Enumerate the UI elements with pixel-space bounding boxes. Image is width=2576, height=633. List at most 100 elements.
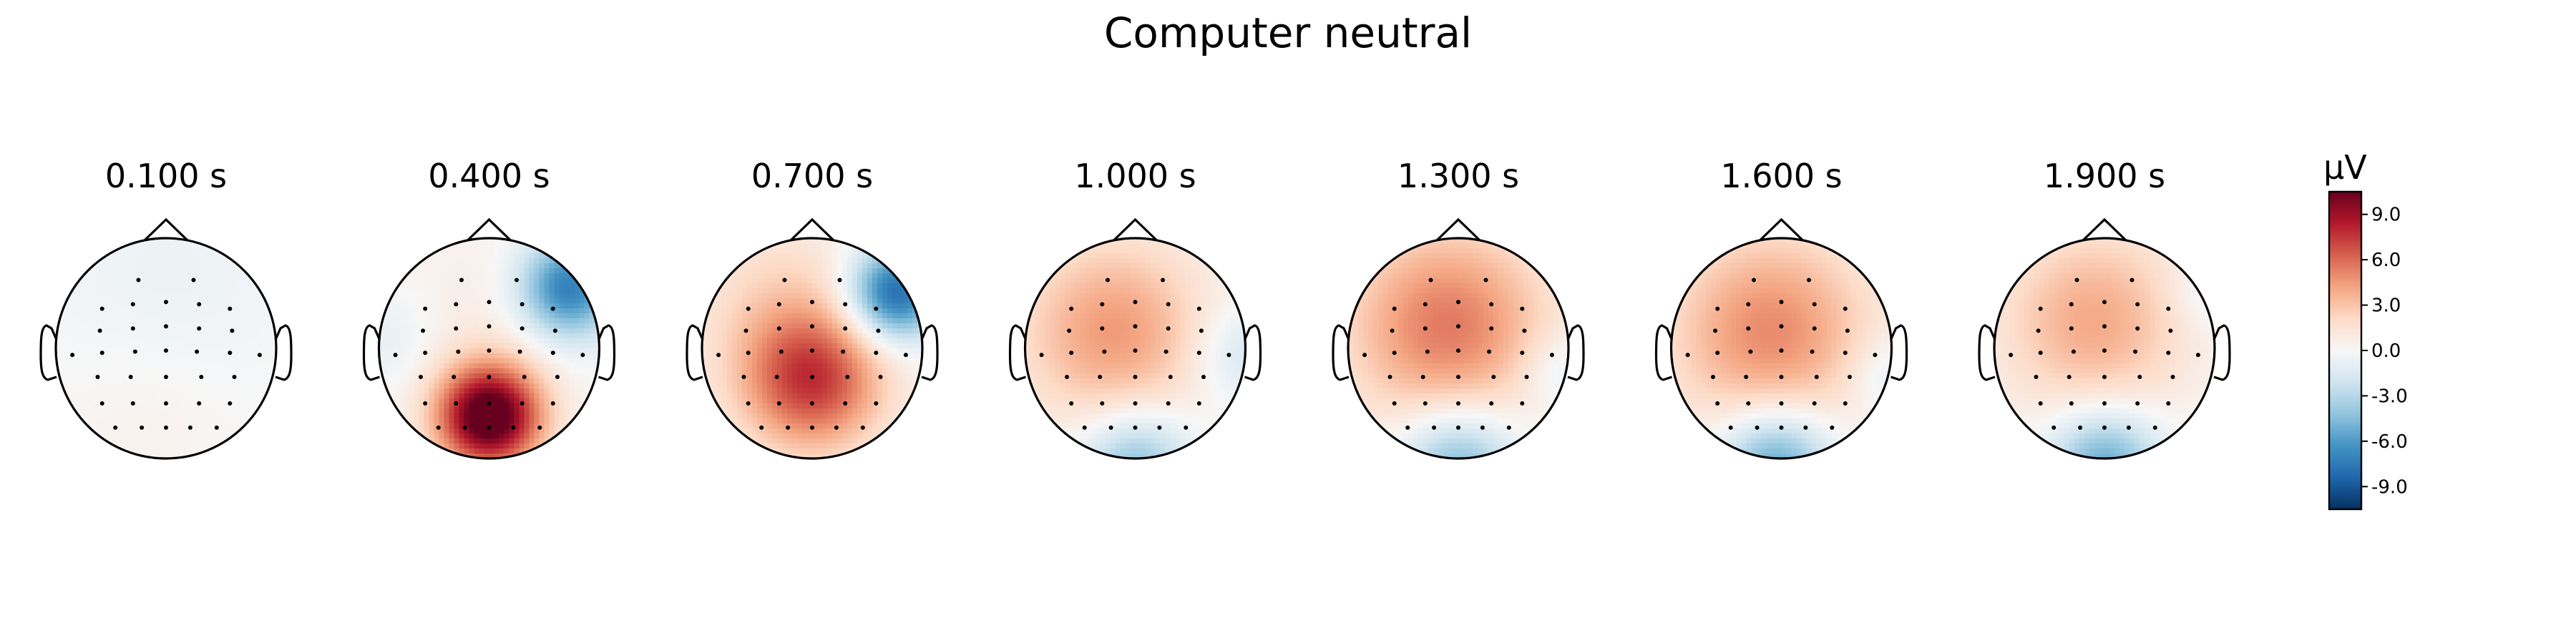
electrode-marker: [99, 401, 104, 406]
electrode-marker: [164, 348, 168, 353]
electrode-marker: [1456, 425, 1460, 430]
electrode-marker: [487, 401, 492, 406]
electrode-marker: [1812, 302, 1817, 307]
electrode-marker: [2038, 401, 2043, 406]
electrode-marker: [555, 375, 560, 379]
electrode-marker: [843, 401, 848, 406]
electrode-marker: [2069, 302, 2074, 307]
electrode-marker: [257, 353, 262, 358]
electrode-marker: [1133, 348, 1138, 353]
electrode-marker: [782, 278, 787, 283]
electrode-marker: [550, 350, 555, 355]
left-ear: [686, 324, 704, 381]
electrode-marker: [1166, 302, 1171, 307]
electrode-marker: [1102, 349, 1107, 354]
electrode-marker: [1779, 401, 1784, 406]
electrode-marker: [1405, 425, 1410, 430]
electrode-marker: [2137, 375, 2142, 379]
electrode-marker: [746, 401, 751, 406]
electrode-marker: [214, 425, 219, 430]
electrode-marker: [191, 278, 196, 283]
electrode-marker: [1392, 306, 1397, 311]
electrode-marker: [2102, 401, 2107, 406]
electrode-marker: [1133, 375, 1138, 379]
electrode-marker: [845, 375, 850, 379]
topomap-6: 1.900 s: [1978, 157, 2231, 460]
electrode-marker: [1196, 350, 1201, 355]
electrode-marker: [903, 353, 908, 358]
electrode-marker: [1715, 306, 1720, 311]
right-ear: [920, 324, 939, 381]
electrode-marker: [2034, 375, 2039, 379]
electrode-marker: [1807, 278, 1811, 283]
topomap-time-label: 1.600 s: [1720, 157, 1842, 195]
electrode-marker: [2126, 425, 2131, 430]
topomap-3: 1.000 s: [1008, 157, 1262, 460]
electrode-marker: [99, 306, 104, 311]
electrode-marker: [97, 328, 102, 333]
electrode-marker: [1456, 348, 1460, 353]
electrode-marker: [113, 425, 118, 430]
electrode-marker: [1506, 425, 1511, 430]
electrode-marker: [741, 375, 746, 379]
electrode-marker: [1549, 353, 1554, 358]
electrode-marker: [2069, 401, 2074, 406]
topomap-time-label: 0.700 s: [751, 157, 873, 195]
electrode-marker: [1100, 302, 1105, 307]
electrode-marker: [746, 306, 751, 311]
electrode-marker: [1098, 375, 1103, 379]
electrode-marker: [1480, 425, 1485, 430]
electrode-marker: [95, 375, 100, 379]
electrode-marker: [1814, 375, 1819, 379]
electrode-marker: [843, 326, 848, 331]
electrode-marker: [1803, 425, 1808, 430]
electrode-marker: [195, 349, 200, 354]
electrode-marker: [1067, 328, 1072, 333]
electrode-marker: [1456, 375, 1460, 379]
electrode-marker: [140, 425, 145, 430]
electrode-marker: [462, 425, 467, 430]
nose: [1759, 217, 1804, 242]
electrode-marker: [1520, 401, 1525, 406]
colorbar-tick-label: 0.0: [2371, 340, 2401, 362]
electrode-marker: [1489, 326, 1494, 331]
head-outline: [54, 237, 278, 460]
topomap-field: [702, 238, 922, 458]
right-ear: [1244, 324, 1262, 381]
electrode-marker: [99, 350, 104, 355]
electrode-marker: [2071, 349, 2076, 354]
electrode-marker: [1133, 401, 1138, 406]
electrode-marker: [1810, 349, 1815, 354]
electrode-marker: [1713, 328, 1718, 333]
electrode-marker: [580, 353, 585, 358]
electrode-marker: [1133, 300, 1138, 305]
electrode-marker: [1184, 425, 1189, 430]
electrode-marker: [746, 350, 751, 355]
electrode-marker: [130, 401, 135, 406]
electrode-marker: [537, 425, 542, 430]
electrode-marker: [776, 326, 781, 331]
electrode-marker: [187, 425, 192, 430]
electrode-marker: [2102, 375, 2107, 379]
electrode-marker: [1779, 425, 1784, 430]
electrode-marker: [1456, 324, 1460, 329]
electrode-marker: [1423, 401, 1428, 406]
electrode-marker: [487, 348, 492, 353]
head-outline: [1347, 237, 1570, 460]
electrode-marker: [1830, 425, 1835, 430]
electrode-marker: [550, 306, 555, 311]
electrode-marker: [810, 348, 814, 353]
electrode-marker: [776, 302, 781, 307]
electrode-marker: [514, 278, 519, 283]
electrode-marker: [436, 425, 441, 430]
electrode-marker: [2102, 300, 2107, 305]
electrode-marker: [2102, 348, 2107, 353]
electrode-marker: [423, 401, 428, 406]
electrode-marker: [1392, 350, 1397, 355]
electrode-marker: [878, 375, 883, 379]
electrode-marker: [1420, 375, 1425, 379]
electrode-marker: [776, 401, 781, 406]
electrode-marker: [1423, 302, 1428, 307]
electrode-marker: [1432, 425, 1437, 430]
